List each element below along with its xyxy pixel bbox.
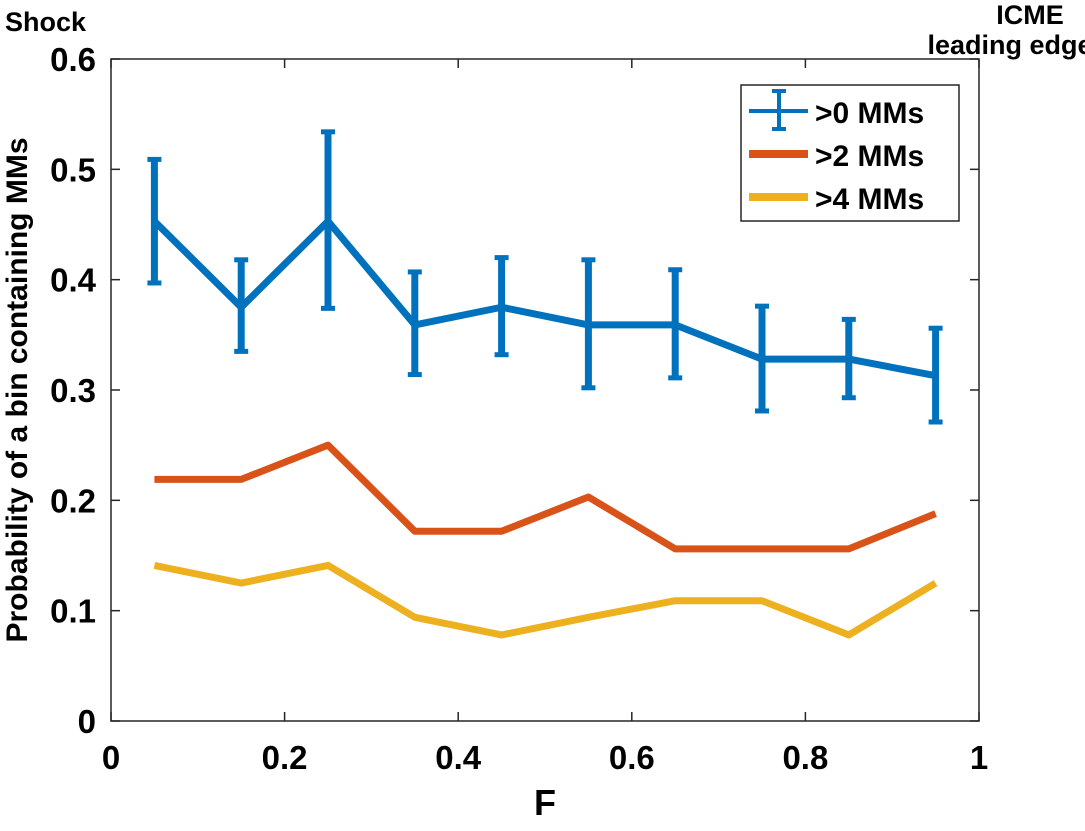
series-line-2MMs-mms bbox=[154, 445, 935, 549]
x-axis-label: F bbox=[534, 782, 556, 823]
y-axis-label: Probability of a bin containing MMs bbox=[1, 137, 34, 642]
shock-annotation: Shock bbox=[5, 7, 87, 37]
y-tick-label: 0.1 bbox=[50, 593, 96, 630]
x-tick-label: 0.6 bbox=[609, 739, 655, 776]
series-line-0MMs-mms bbox=[154, 221, 935, 375]
error-bar bbox=[321, 132, 335, 309]
legend-label: >4 MMs bbox=[815, 183, 924, 216]
x-tick-label: 0.2 bbox=[262, 739, 308, 776]
y-tick-label: 0.2 bbox=[50, 482, 96, 519]
legend-label: >0 MMs bbox=[815, 97, 924, 130]
y-tick-label: 0 bbox=[78, 703, 96, 740]
icme-annotation-line1: ICME bbox=[996, 0, 1064, 30]
x-tick-label: 0.8 bbox=[782, 739, 828, 776]
y-tick-label: 0.5 bbox=[50, 151, 96, 188]
y-tick-label: 0.3 bbox=[50, 372, 96, 409]
legend-label: >2 MMs bbox=[815, 140, 924, 173]
x-tick-label: 0.4 bbox=[435, 739, 482, 776]
x-tick-label: 1 bbox=[970, 739, 988, 776]
x-tick-label: 0 bbox=[102, 739, 120, 776]
y-tick-label: 0.4 bbox=[50, 262, 97, 299]
series-line-4MMs-mms bbox=[154, 565, 935, 635]
y-tick-label: 0.6 bbox=[50, 41, 96, 78]
icme-annotation-line2: leading edge bbox=[927, 30, 1085, 60]
legend: >0 MMs >2 MMs >4 MMs bbox=[741, 85, 959, 221]
